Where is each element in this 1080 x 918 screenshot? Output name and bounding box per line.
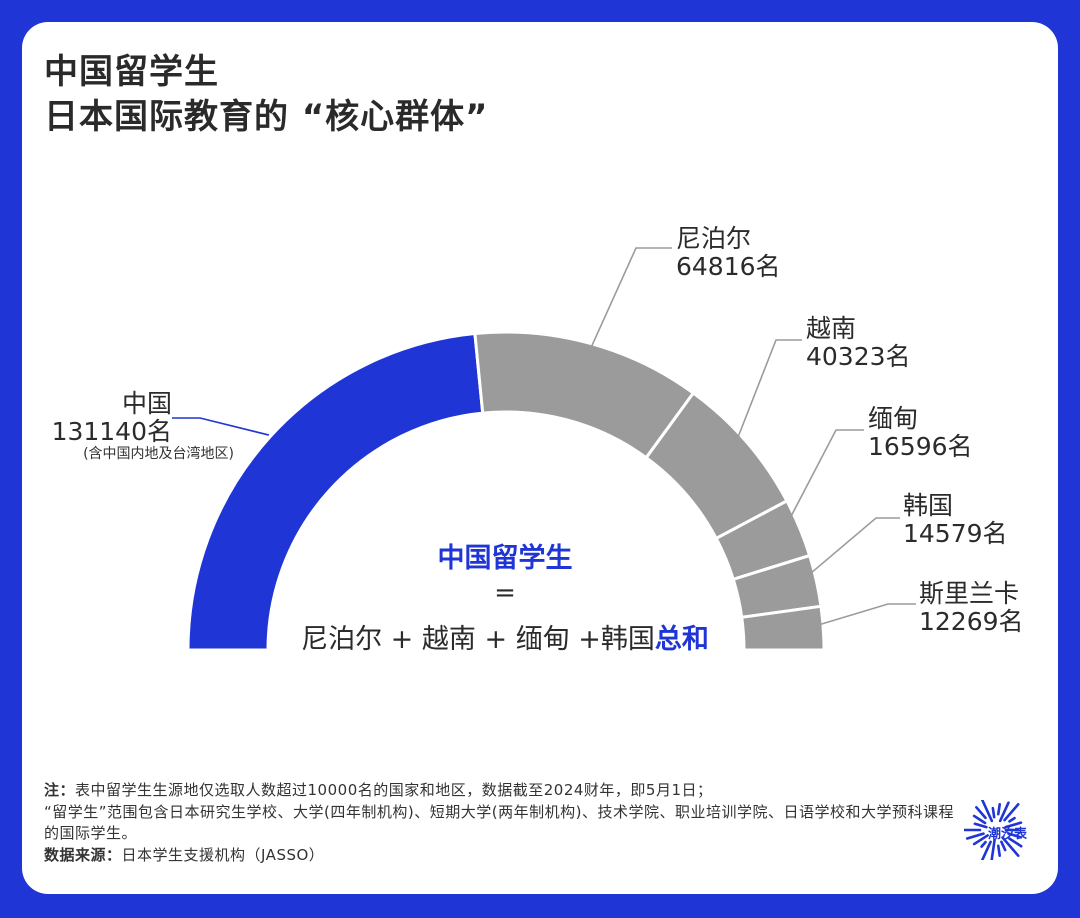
label-nepal-name: 尼泊尔: [676, 224, 752, 253]
leader-line-china: [172, 417, 270, 436]
logo-ray: [996, 802, 1002, 816]
label-china-name: 中国: [121, 389, 172, 418]
logo-ray: [1000, 840, 1007, 852]
label-srilanka: 斯里兰卡 12269名: [919, 580, 1024, 636]
page-title: 中国留学生 日本国际教育的 “核心群体”: [44, 50, 489, 140]
leader-line-korea: [796, 517, 900, 586]
formula-part-nepal: 尼泊尔: [301, 624, 383, 655]
leader-line-srilanka: [803, 603, 916, 631]
label-nepal: 尼泊尔 64816名: [676, 225, 781, 281]
center-formula: 尼泊尔 + 越南 + 缅甸 +韩国总和: [255, 617, 755, 656]
label-china-value: 131140名: [51, 417, 172, 446]
logo-ray: [1008, 816, 1016, 823]
logo-ray: [975, 806, 987, 820]
center-title: 中国留学生: [437, 543, 573, 574]
label-srilanka-name: 斯里兰卡: [919, 579, 1020, 608]
label-vietnam-name: 越南: [806, 314, 857, 343]
logo-ray: [1001, 836, 1020, 857]
logo-ray: [1003, 803, 1020, 822]
footnote-line-1: 注：表中留学生生源地仅选取人数超过10000名的国家和地区，数据截至2024财年…: [44, 780, 964, 802]
label-korea-name: 韩国: [903, 491, 954, 520]
label-myanmar-value: 16596名: [868, 432, 973, 461]
footnote-line-2: “留学生”范围包含日本研究生学校、大学(四年制机构)、短期大学(两年制机构)、技…: [44, 802, 954, 843]
leader-line-nepal: [583, 247, 672, 363]
title-line-2: 日本国际教育的 “核心群体”: [44, 97, 489, 137]
footnote: 注：表中留学生生源地仅选取人数超过10000名的国家和地区，数据截至2024财年…: [44, 780, 964, 866]
center-equals: =: [494, 578, 516, 608]
logo-ray: [1008, 837, 1023, 848]
logo-ray: [980, 800, 994, 823]
logo-ray: [972, 814, 987, 825]
leader-line-myanmar: [780, 429, 864, 536]
label-nepal-value: 64816名: [676, 252, 781, 281]
formula-part-korea: 韩国: [600, 624, 655, 655]
label-china-note-text: (含中国内地及台湾地区): [83, 446, 234, 462]
logo-ray: [972, 834, 989, 846]
label-vietnam: 越南 40323名: [806, 315, 911, 371]
footnote-source: 数据来源：日本学生支援机构（JASSO）: [44, 845, 964, 867]
label-myanmar-name: 缅甸: [868, 404, 919, 433]
formula-highlight: 总和: [654, 624, 709, 655]
logo-ray: [991, 806, 996, 819]
title-line-1: 中国留学生: [44, 52, 219, 92]
logo-ray: [980, 840, 987, 848]
logo-ray: [980, 840, 992, 860]
label-china-note: (含中国内地及台湾地区): [83, 445, 234, 463]
leader-line-vietnam: [730, 339, 802, 456]
slice-srilanka: [740, 604, 826, 652]
footnote-label: 注：: [44, 781, 76, 799]
formula-plus-3: +: [578, 624, 601, 655]
brand-logo-icon: [964, 800, 1023, 860]
formula-part-vietnam: 越南: [421, 624, 476, 655]
logo-ray: [998, 801, 1010, 823]
formula-plus-1: +: [390, 624, 414, 655]
logo-ray: [1004, 821, 1023, 829]
logo-ray: [996, 844, 1002, 858]
logo-ray: [973, 822, 988, 829]
logo-ray: [990, 838, 996, 860]
label-china: 中国 131140名: [52, 390, 172, 446]
label-korea: 韩国 14579名: [903, 492, 1008, 548]
logo-ray: [965, 832, 985, 840]
source-label: 数据来源：: [44, 845, 122, 864]
label-korea-value: 14579名: [903, 519, 1008, 548]
brand-logo-text: 潮汐表: [988, 827, 1028, 842]
footnote-text-1: 表中留学生生源地仅选取人数超过10000名的国家和地区，数据截至2024财年，即…: [75, 781, 713, 799]
card: [22, 22, 1058, 894]
source-text: 日本学生支援机构（JASSO）: [121, 845, 325, 864]
label-vietnam-value: 40323名: [806, 342, 911, 371]
logo-ray: [1007, 832, 1023, 839]
formula-plus-2: +: [484, 624, 508, 655]
label-srilanka-value: 12269名: [919, 607, 1024, 636]
label-myanmar: 缅甸 16596名: [868, 405, 973, 461]
formula-part-myanmar: 缅甸: [515, 624, 570, 655]
